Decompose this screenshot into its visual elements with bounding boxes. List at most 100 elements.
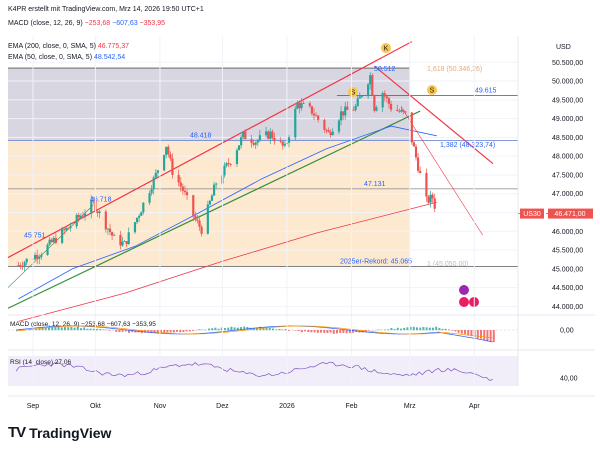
candle-body — [138, 215, 141, 218]
candle-body — [360, 96, 363, 97]
macd-histogram-bar — [86, 328, 89, 331]
macd-histogram-bar — [320, 330, 322, 333]
candle-body — [142, 202, 145, 213]
candle-body — [323, 119, 326, 130]
macd-histogram-bar — [476, 330, 479, 339]
candle-body — [181, 186, 184, 191]
currency-label: USD — [556, 44, 571, 51]
macd-histogram-bar — [428, 327, 431, 331]
macd-legend-value-2: −607,63 — [112, 20, 138, 27]
marker-s-2-label: S — [430, 88, 435, 95]
y-tick-label: 45.000,00 — [552, 266, 583, 273]
macd-histogram-bar — [416, 327, 418, 331]
macd-histogram-bar — [336, 330, 338, 334]
projection-box-gray — [8, 68, 410, 141]
candle-body — [77, 214, 80, 218]
macd-histogram-bar — [35, 328, 38, 331]
candle-body — [19, 265, 22, 267]
macd-histogram-bar — [57, 326, 60, 331]
x-tick-label: Mrz — [404, 403, 416, 410]
candle-body — [46, 244, 49, 255]
candle-body — [419, 170, 422, 173]
tradingview-brand[interactable]: TV TradingView — [8, 424, 111, 441]
candle-body — [294, 108, 297, 138]
candle-body — [125, 241, 128, 245]
macd-histogram-bar — [156, 330, 159, 334]
macd-histogram-bar — [323, 330, 326, 333]
macd-histogram-bar — [281, 329, 284, 331]
candle-body — [194, 215, 197, 220]
level-label-45751: 45.751 — [24, 233, 46, 240]
y-tick-label: 47.500,00 — [552, 172, 583, 179]
macd-histogram-bar — [227, 327, 230, 331]
y-tick-label: 45.500,00 — [552, 248, 583, 255]
candle-body — [433, 198, 436, 209]
candle-body — [383, 93, 386, 97]
candle-body — [21, 266, 24, 268]
macd-histogram-bar — [384, 329, 386, 331]
candle-body — [135, 217, 139, 223]
x-tick-label: Nov — [154, 403, 167, 410]
candle-body — [140, 212, 143, 216]
macd-tick-label: 0,00 — [560, 328, 574, 335]
macd-histogram-bar — [451, 330, 454, 331]
macd-histogram-bar — [214, 327, 217, 331]
macd-histogram-bar — [124, 330, 127, 332]
macd-histogram-bar — [492, 330, 495, 343]
candle-body — [342, 111, 345, 116]
candle-body — [254, 142, 257, 145]
fib-label-1382: 1,382 (48.323,74) — [440, 142, 495, 149]
macd-histogram-bar — [99, 329, 102, 331]
candle-body — [81, 215, 85, 217]
macd-legend[interactable]: MACD (close, 12, 26, 9) −253,68 −607,63 … — [8, 20, 165, 27]
macd-histogram-bar — [284, 328, 287, 331]
candle-body — [208, 200, 212, 205]
macd-histogram-bar — [243, 326, 246, 331]
candle-body — [269, 131, 272, 139]
rsi-pane-label: RSI (14, close) 27,06 — [10, 359, 71, 366]
candle-body — [177, 174, 180, 183]
candle-body — [358, 96, 361, 99]
macd-histogram-bar — [425, 327, 428, 331]
candle-body — [61, 229, 64, 243]
macd-histogram-bar — [316, 330, 319, 333]
candle-body — [271, 131, 274, 138]
candle-body — [54, 237, 57, 243]
macd-histogram-bar — [438, 327, 441, 331]
macd-histogram-bar — [390, 328, 393, 331]
macd-histogram-bar — [121, 330, 124, 332]
ema50-line — [18, 125, 437, 300]
candle-body — [113, 234, 116, 236]
candle-body — [48, 239, 51, 245]
candle-body — [150, 189, 153, 194]
macd-histogram-bar — [342, 330, 345, 333]
candle-body — [412, 142, 416, 147]
candle-body — [298, 102, 301, 109]
candle-body — [281, 141, 284, 146]
candle-body — [331, 131, 334, 136]
macd-histogram-bar — [448, 329, 450, 331]
candle-body — [256, 140, 259, 143]
candle-body — [296, 102, 299, 109]
candle-body — [354, 106, 357, 111]
candle-body — [242, 131, 245, 138]
macd-histogram-bar — [387, 329, 390, 331]
macd-histogram-bar — [412, 326, 415, 331]
marker-s-2 — [427, 85, 437, 95]
macd-histogram-bar — [310, 330, 313, 333]
ema200-legend[interactable]: EMA (200, close, 0, SMA, 5) 46.775,37 — [8, 43, 129, 50]
brand-name: TradingView — [29, 424, 112, 441]
marker-k — [381, 43, 391, 53]
candle-body — [192, 195, 195, 216]
macd-histogram-bar — [441, 328, 444, 331]
macd-histogram-bar — [67, 327, 70, 331]
ema50-legend[interactable]: EMA (50, close, 0, SMA, 5) 48.542,54 — [8, 54, 125, 61]
macd-histogram-bar — [272, 328, 274, 331]
candle-body — [23, 262, 26, 267]
macd-histogram-bar — [169, 330, 172, 333]
macd-histogram-bar — [41, 327, 44, 331]
candle-body — [119, 234, 122, 246]
candle-body — [402, 109, 405, 112]
candle-body — [52, 237, 55, 243]
